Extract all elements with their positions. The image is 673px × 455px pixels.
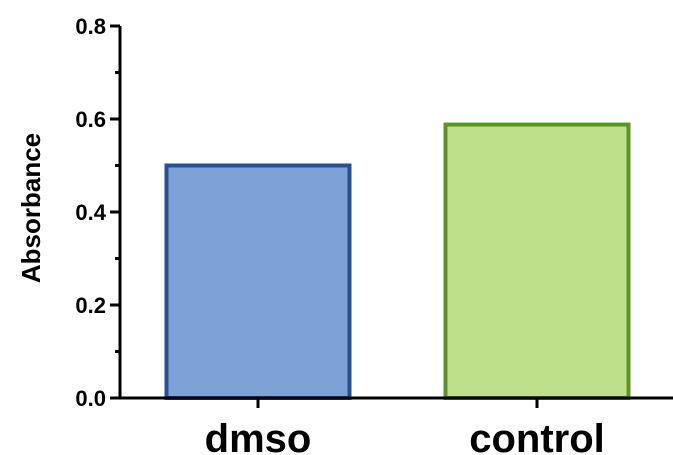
y-axis-title: Absorbance xyxy=(16,133,46,283)
y-tick-label: 0.0 xyxy=(75,386,106,411)
bars xyxy=(164,122,631,401)
y-tick-label: 0.6 xyxy=(75,107,106,132)
category-label-dmso: dmso xyxy=(205,417,312,455)
y-tick-label: 0.2 xyxy=(75,293,106,318)
y-axis-ticks: 0.0 0.2 0.4 0.6 0.8 xyxy=(75,14,120,411)
bar-dmso xyxy=(164,163,352,400)
y-tick-label: 0.8 xyxy=(75,14,106,39)
y-tick-label: 0.4 xyxy=(75,200,106,225)
x-axis-ticks xyxy=(256,398,539,408)
bar-control xyxy=(443,122,631,401)
category-label-control: control xyxy=(469,417,605,455)
category-labels: dmso control xyxy=(205,417,605,455)
